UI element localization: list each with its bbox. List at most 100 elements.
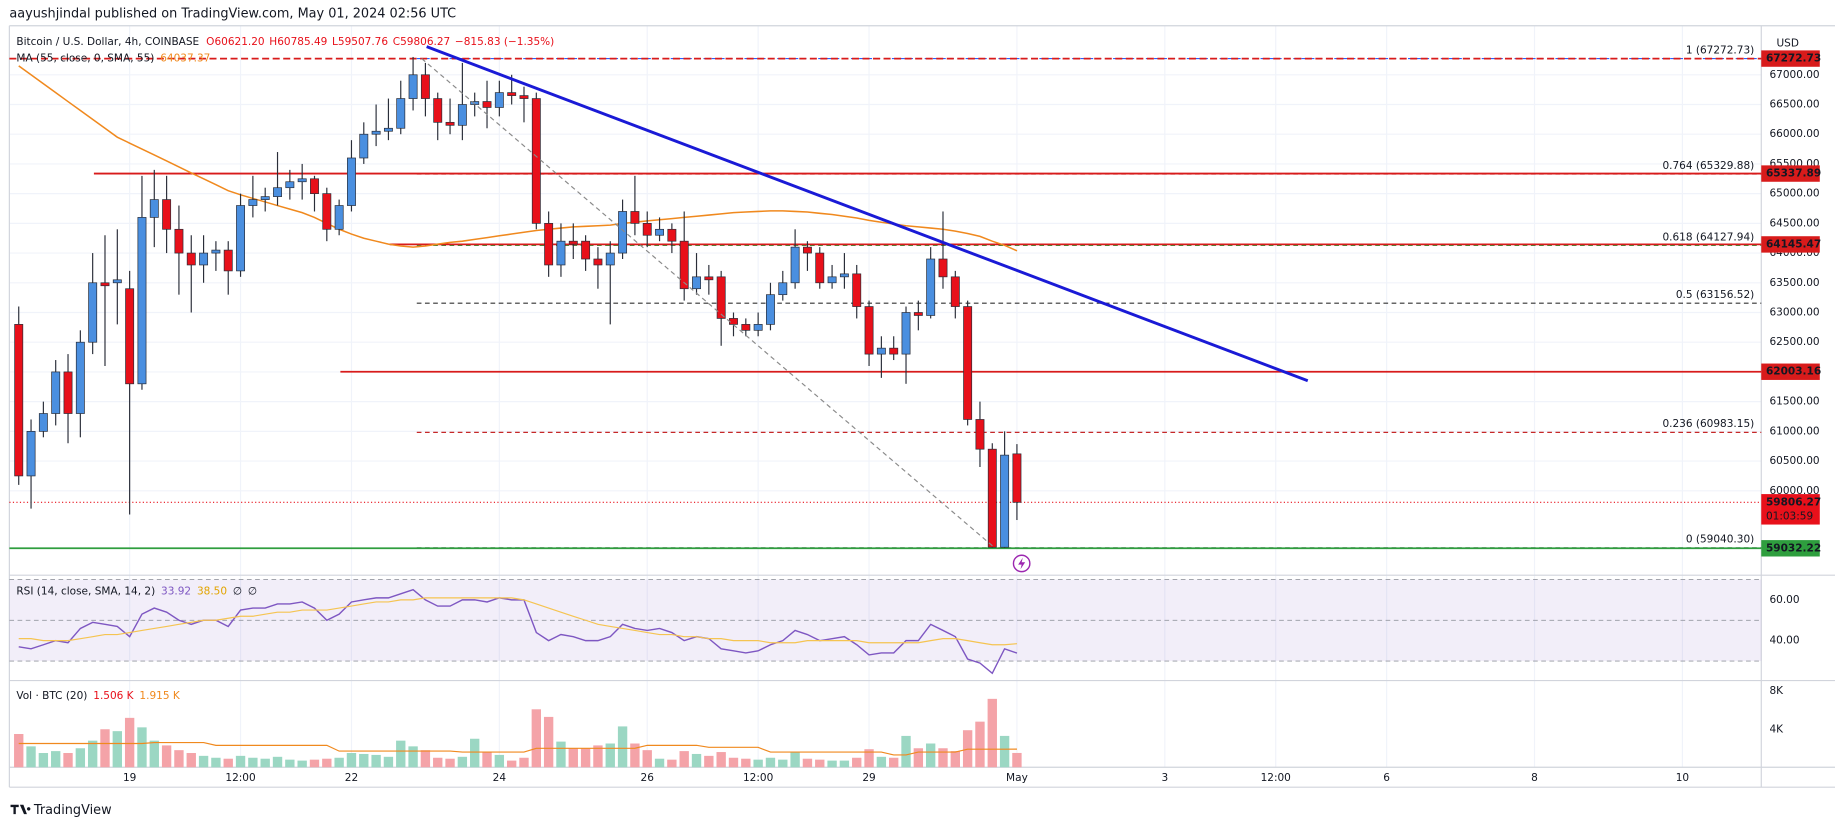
x-tick-label: May bbox=[1006, 772, 1028, 784]
volume-bar bbox=[938, 748, 948, 768]
rsi-line bbox=[18, 597, 1018, 646]
fib-label: 0.236 (60983.15) bbox=[1662, 418, 1754, 430]
volume-bar bbox=[211, 757, 221, 768]
last-price-label: 59806.27 bbox=[1766, 496, 1821, 508]
volume-bar bbox=[864, 749, 874, 768]
volume-bar bbox=[901, 735, 911, 768]
y-tick-label: 8K bbox=[1769, 685, 1784, 697]
moving-average bbox=[18, 65, 1018, 252]
volume-bar bbox=[889, 757, 899, 768]
volume-bar bbox=[765, 757, 776, 768]
candle-body bbox=[248, 199, 258, 206]
volume-bar bbox=[999, 735, 1010, 768]
volume-bar bbox=[285, 759, 295, 768]
volume-bar bbox=[433, 757, 443, 768]
x-tick-label: 12:00 bbox=[1261, 772, 1291, 784]
lightning-icon bbox=[1012, 554, 1031, 573]
candle-body bbox=[741, 324, 751, 331]
countdown: 01:03:59 bbox=[1766, 510, 1813, 522]
currency: USD bbox=[1776, 37, 1798, 49]
price-tag-label: 59032.22 bbox=[1766, 542, 1821, 554]
y-tick-label: 4K bbox=[1769, 723, 1784, 735]
candle-body bbox=[297, 178, 307, 183]
candle-body bbox=[420, 74, 430, 99]
fib-label: 0 (59040.30) bbox=[1686, 534, 1754, 546]
candle-body bbox=[778, 282, 788, 296]
y-tick-label: 66500.00 bbox=[1769, 98, 1819, 110]
candle-body bbox=[581, 240, 591, 260]
volume-bar bbox=[322, 758, 332, 768]
volume-bar bbox=[987, 698, 997, 768]
x-tick-label: 26 bbox=[641, 772, 655, 784]
candle-body bbox=[827, 276, 837, 284]
volume-bar bbox=[815, 759, 825, 768]
volume-bar bbox=[506, 760, 517, 768]
volume-bar bbox=[519, 757, 529, 768]
candle-body bbox=[1000, 454, 1010, 548]
ma-name: MA (55, close, 0, SMA, 55) bbox=[16, 53, 154, 65]
candle-body bbox=[285, 181, 295, 189]
volume-bar bbox=[654, 758, 665, 768]
candle-body bbox=[963, 306, 973, 420]
volume-bar bbox=[728, 757, 739, 768]
volume-bar bbox=[408, 746, 418, 768]
y-tick-label: 63000.00 bbox=[1769, 306, 1819, 318]
price-tag-label: 65337.89 bbox=[1766, 168, 1821, 180]
candle-body bbox=[396, 98, 406, 129]
volume-bar bbox=[174, 750, 184, 768]
candle-body bbox=[568, 240, 578, 245]
candle-body bbox=[766, 294, 775, 325]
symbol-title: Bitcoin / U.S. Dollar, 4h, COINBASE bbox=[16, 36, 199, 48]
volume-bar bbox=[1012, 752, 1022, 768]
volume-bar bbox=[704, 755, 714, 768]
volume-bar bbox=[75, 748, 86, 768]
volume-bar bbox=[716, 752, 726, 768]
volume-bar bbox=[272, 756, 283, 768]
volume-ma-value: 1.915 K bbox=[139, 690, 180, 702]
rsi-legend: RSI (14, close, SMA, 14, 2) 33.92 38.50 ∅ ∅ bbox=[16, 586, 257, 598]
volume-bar bbox=[667, 759, 677, 768]
volume-bar bbox=[420, 750, 431, 768]
candle-body bbox=[186, 252, 196, 266]
volume-bar bbox=[26, 746, 36, 768]
fib-label: 1 (67272.73) bbox=[1686, 44, 1754, 56]
candle-body bbox=[642, 223, 652, 236]
volume-bar bbox=[248, 757, 258, 768]
candle-body bbox=[655, 228, 664, 236]
rsi-name: RSI (14, close, SMA, 14, 2) bbox=[16, 586, 155, 598]
candle-body bbox=[729, 318, 738, 325]
volume-bar bbox=[383, 756, 394, 768]
candle-body bbox=[162, 199, 172, 230]
volume-bar bbox=[778, 759, 788, 768]
candle-body bbox=[667, 228, 677, 242]
candle-body bbox=[137, 217, 147, 385]
candle-body bbox=[494, 92, 504, 108]
last-price-tag bbox=[1761, 494, 1820, 525]
candle-body bbox=[445, 121, 455, 126]
candle-body bbox=[1012, 453, 1022, 503]
volume-bar bbox=[346, 753, 357, 768]
candle-body bbox=[211, 249, 221, 254]
candle-body bbox=[544, 223, 554, 266]
x-tick-label: 6 bbox=[1383, 772, 1390, 784]
volume-bar bbox=[925, 743, 936, 768]
rsi-ma-value: 38.50 bbox=[197, 586, 227, 598]
volume-bar bbox=[186, 753, 196, 768]
y-tick-label: 64500.00 bbox=[1769, 217, 1819, 229]
candle-body bbox=[347, 157, 356, 206]
volume-bar bbox=[297, 760, 307, 768]
y-tick-label: 61500.00 bbox=[1769, 396, 1819, 408]
rsi-empty: ∅ bbox=[248, 586, 257, 598]
candle-body bbox=[482, 101, 492, 108]
candle-body bbox=[926, 258, 936, 316]
candle-body bbox=[100, 282, 110, 287]
x-tick-label: 29 bbox=[862, 772, 875, 784]
candle-body bbox=[236, 205, 245, 272]
candle-body bbox=[605, 252, 615, 266]
x-tick-label: 10 bbox=[1676, 772, 1689, 784]
candle-body bbox=[260, 196, 270, 200]
candle-body bbox=[876, 347, 886, 355]
candle-body bbox=[223, 249, 233, 272]
